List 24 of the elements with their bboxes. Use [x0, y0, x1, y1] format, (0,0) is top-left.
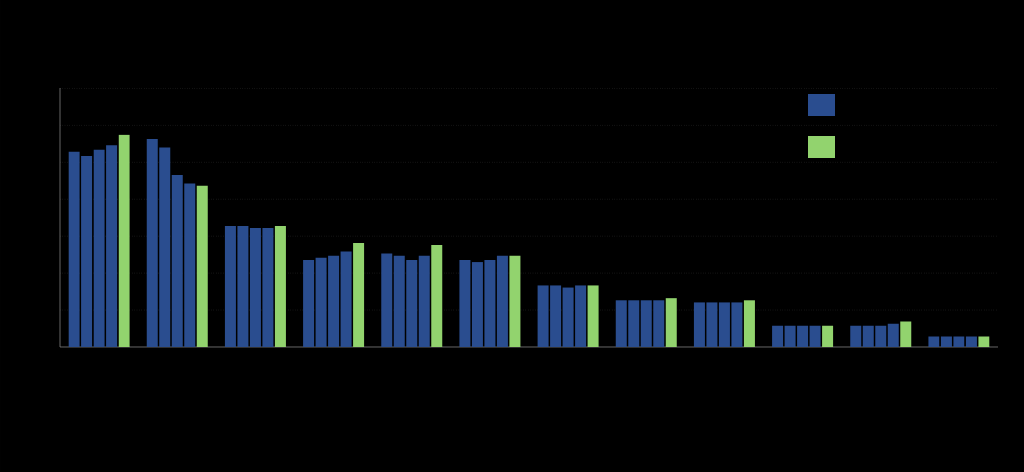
bar: [196, 185, 208, 347]
bar: [900, 321, 912, 347]
bar: [496, 255, 508, 347]
bar: [665, 298, 677, 347]
bar: [381, 253, 393, 347]
bar: [965, 336, 977, 347]
bar: [459, 259, 471, 347]
bar: [418, 255, 430, 347]
bar: [887, 323, 899, 347]
bar: [303, 259, 315, 347]
bar: [743, 300, 755, 347]
bar: [340, 251, 352, 347]
bar: [118, 134, 130, 347]
bar: [978, 336, 990, 347]
bar: [822, 325, 834, 347]
bar: [431, 245, 443, 347]
bar: [587, 285, 599, 347]
bar: [274, 225, 286, 347]
bar: [509, 255, 521, 347]
bar: [772, 325, 784, 347]
bar: [353, 242, 365, 347]
bar: [809, 325, 821, 347]
bar: [850, 325, 862, 347]
bar: [928, 336, 940, 347]
